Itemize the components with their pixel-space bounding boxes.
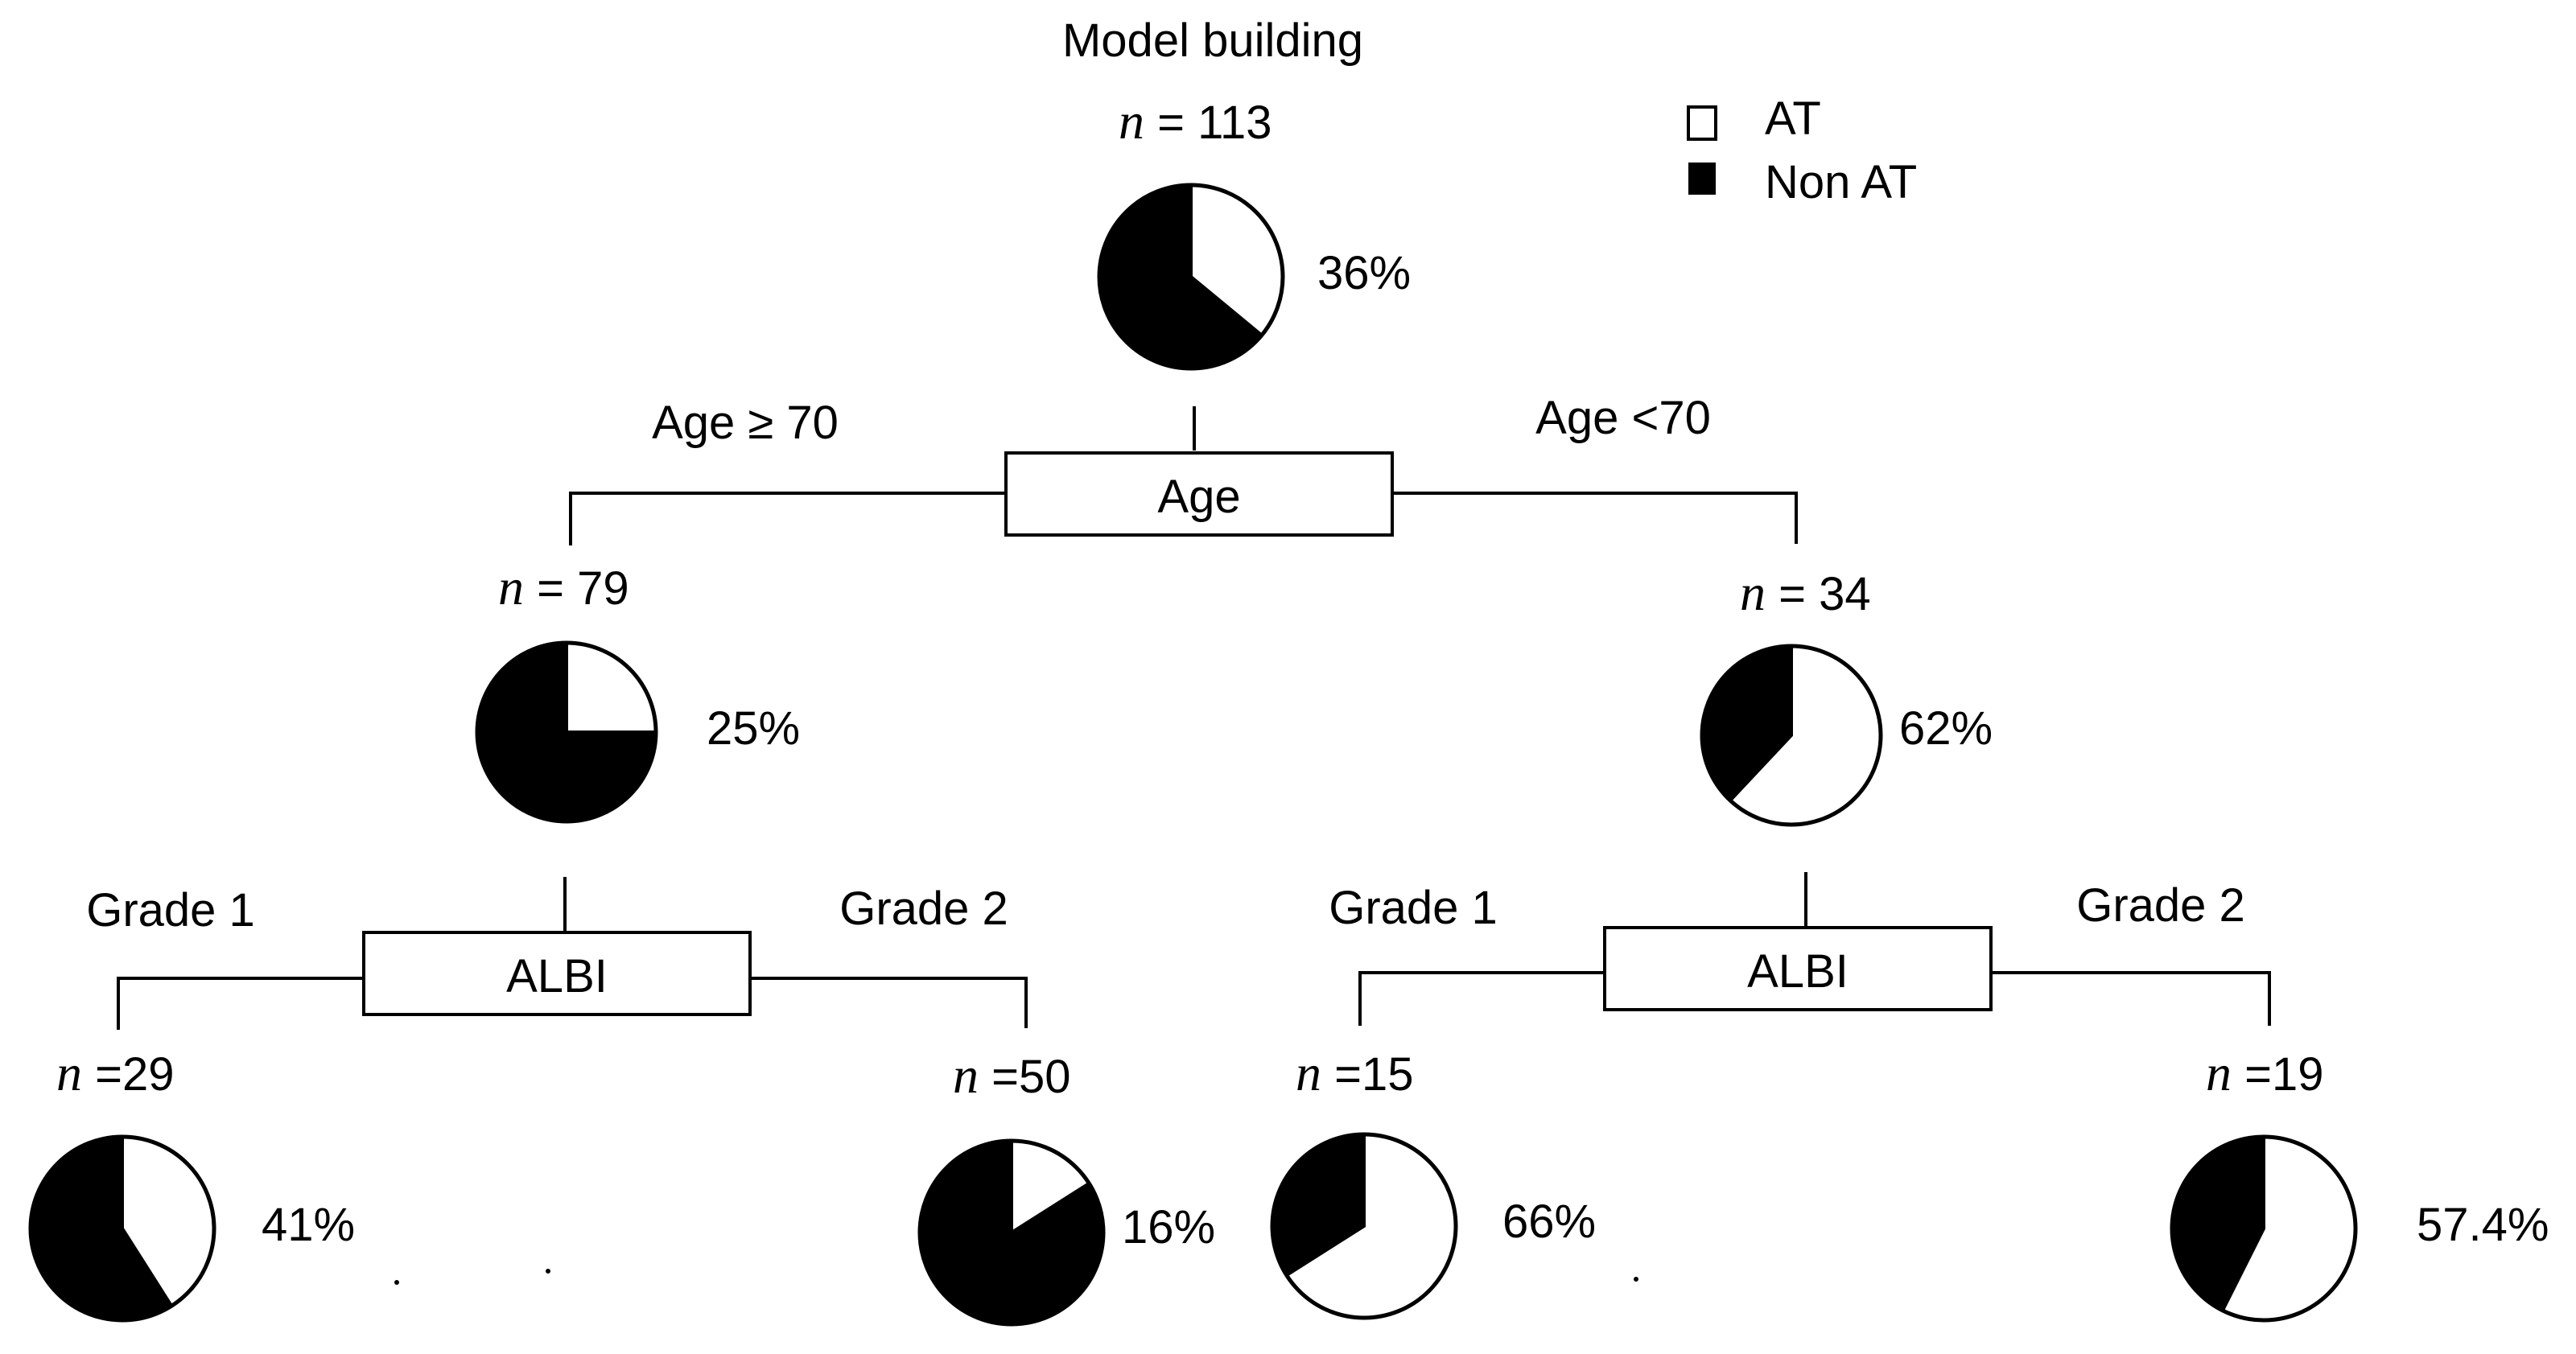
root-pie [1097,183,1285,371]
age-ge70-percent: 25% [707,702,800,755]
lt70-grade2-percent: 57.4% [2417,1199,2549,1251]
age-lt70-pie [1700,644,1883,827]
pie-outline [917,1138,1106,1327]
node-lt70-grade2: n =19 57.4% [2170,1044,2549,1323]
stray-dot [394,1280,399,1285]
node-age-lt70: n = 34 62% [1700,564,1993,827]
stray-dot [546,1269,550,1274]
age-lt70-n-label: n = 34 [1740,564,1871,621]
albi-right-split-label: ALBI [1747,945,1849,998]
ge70-grade1-n-label: n =29 [56,1044,175,1101]
node-ge70-grade2: n =50 16% [917,1047,1215,1327]
node-root: n = 113 36% [1097,93,1411,371]
age-left-branch-label: Age ≥ 70 [652,397,839,449]
root-percent: 36% [1317,247,1411,299]
lt70-grade1-n-label: n =15 [1296,1044,1414,1101]
pie-outline [1097,183,1285,371]
node-lt70-grade1: n =15 66% [1270,1044,1596,1320]
legend-non-at-label: Non AT [1765,156,1917,208]
pie-outline [28,1134,216,1323]
albi-left-grade2-label: Grade 2 [839,883,1008,935]
lt70-grade2-n-label: n =19 [2206,1044,2324,1101]
albi-left-split-box [362,931,752,1016]
lt70-grade1-percent: 66% [1502,1196,1596,1248]
legend-at-swatch [1687,105,1717,141]
age-ge70-n-label: n = 79 [498,558,629,615]
ge70-grade2-pie [917,1138,1106,1327]
split-age: Age Age ≥ 70 Age <70 [569,392,1798,545]
pie-outline [1700,644,1883,827]
node-age-ge70: n = 79 25% [475,558,800,824]
lt70-grade2-pie [2170,1134,2358,1323]
ge70-grade1-percent: 41% [262,1199,355,1251]
ge70-grade2-percent: 16% [1122,1201,1215,1253]
diagram-title: Model building [1062,14,1363,67]
age-lt70-percent: 62% [1899,702,1993,755]
split-albi-left: ALBI Grade 1 Grade 2 [86,877,1028,1030]
pie-outline [2170,1134,2358,1323]
legend-non-at-swatch [1688,163,1716,195]
split-albi-right: ALBI Grade 1 Grade 2 [1329,872,2271,1026]
legend: AT Non AT [1687,93,1917,208]
node-ge70-grade1: n =29 41% [28,1044,355,1323]
age-ge70-pie [475,640,658,824]
pie-outline [475,640,658,824]
lt70-grade1-pie [1270,1132,1458,1320]
age-split-box [1004,451,1394,537]
albi-right-grade2-label: Grade 2 [2076,879,2245,932]
albi-left-grade1-label: Grade 1 [86,884,255,936]
stray-dot [1634,1277,1638,1282]
root-n-label: n = 113 [1119,93,1272,150]
albi-right-split-box [1603,926,1993,1011]
albi-left-split-label: ALBI [506,950,608,1002]
legend-at-label: AT [1765,93,1821,145]
ge70-grade1-pie [28,1134,216,1323]
pie-outline [1270,1132,1458,1320]
age-split-label: Age [1157,471,1240,523]
albi-right-grade1-label: Grade 1 [1329,882,1498,934]
age-right-branch-label: Age <70 [1535,392,1711,444]
ge70-grade2-n-label: n =50 [953,1047,1071,1104]
